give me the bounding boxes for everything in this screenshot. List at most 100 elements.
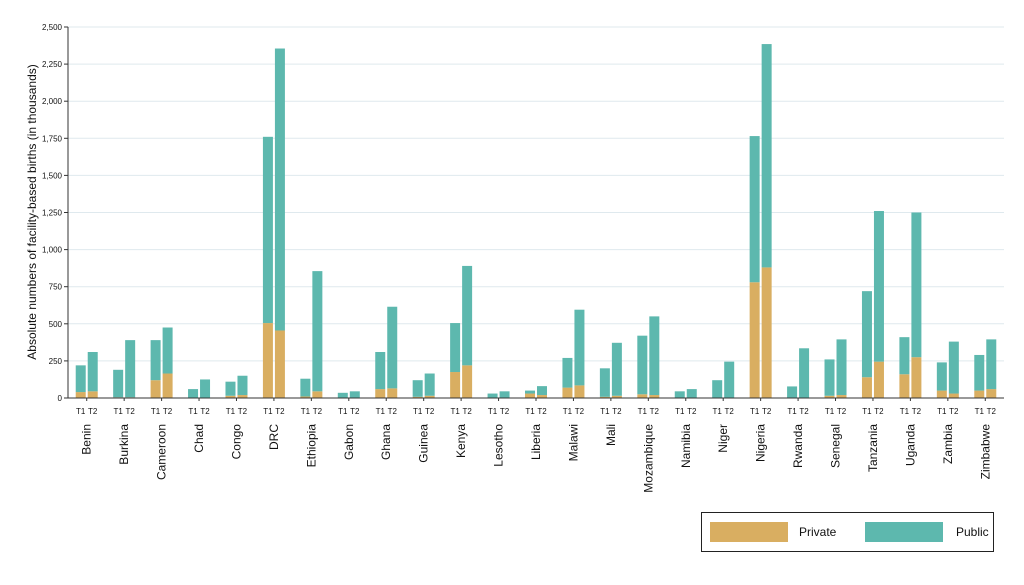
bar-private-ethiopia-t1: [300, 396, 311, 398]
category-label-uganda: Uganda: [903, 424, 917, 466]
y-tick-label: 2,500: [42, 23, 63, 32]
bar-public-gabon-t1: [337, 392, 348, 398]
bar-private-zimbabwe-t1: [974, 390, 985, 398]
period-label: T2: [125, 407, 135, 416]
period-label: T2: [650, 407, 660, 416]
bar-public-senegal-t2: [836, 339, 847, 396]
bar-private-benin-t1: [75, 392, 86, 398]
bar-public-guinea-t1: [412, 380, 423, 397]
category-label-drc: DRC: [267, 424, 281, 450]
bar-private-congo-t1: [225, 395, 236, 398]
period-label: T2: [687, 407, 697, 416]
y-tick-label: 1,250: [42, 209, 63, 218]
category-label-namibia: Namibia: [679, 424, 693, 468]
category-label-rwanda: Rwanda: [791, 424, 805, 468]
category-label-mali: Mali: [604, 424, 618, 446]
bar-public-rwanda-t2: [799, 348, 810, 398]
category-label-tanzania: Tanzania: [866, 424, 880, 472]
period-label: T1: [975, 407, 985, 416]
period-label: T2: [313, 407, 323, 416]
category-label-mozambique: Mozambique: [641, 424, 655, 493]
bar-public-malawi-t1: [562, 357, 573, 388]
y-tick-label: 750: [49, 283, 63, 292]
period-label: T2: [949, 407, 959, 416]
period-label: T1: [525, 407, 535, 416]
bar-public-cameroon-t1: [150, 340, 161, 381]
bar-public-zambia-t2: [948, 341, 959, 394]
bar-private-mozambique-t2: [649, 395, 660, 398]
period-label: T1: [900, 407, 910, 416]
bar-public-niger-t1: [712, 380, 723, 398]
category-label-ethiopia: Ethiopia: [304, 424, 318, 468]
period-label: T2: [350, 407, 360, 416]
bar-private-guinea-t2: [424, 395, 435, 398]
bar-public-liberia-t2: [537, 386, 547, 396]
y-tick-label: 250: [49, 357, 63, 366]
period-label: T1: [713, 407, 723, 416]
period-label: T1: [638, 407, 648, 416]
period-label: T2: [537, 407, 547, 416]
period-label: T1: [450, 407, 460, 416]
axes: [64, 26, 1004, 401]
category-label-cameroon: Cameroon: [155, 424, 169, 480]
bar-private-cameroon-t1: [150, 380, 161, 398]
period-label: T2: [500, 407, 510, 416]
period-label: T2: [725, 407, 735, 416]
bar-private-mozambique-t1: [637, 394, 648, 398]
bar-public-uganda-t1: [899, 337, 910, 375]
category-label-chad: Chad: [192, 424, 206, 453]
legend-label-private: Private: [799, 525, 837, 539]
category-label-burkina: Burkina: [117, 424, 131, 465]
bar-private-zambia-t1: [936, 390, 947, 398]
category-label-ghana: Ghana: [379, 424, 393, 460]
period-label: T1: [825, 407, 835, 416]
category-label-gabon: Gabon: [342, 424, 356, 460]
bar-public-benin-t1: [75, 365, 86, 393]
bar-private-malawi-t1: [562, 387, 573, 398]
bar-public-tanzania-t1: [861, 291, 872, 378]
bar-public-benin-t2: [87, 351, 98, 392]
category-label-liberia: Liberia: [529, 424, 543, 460]
y-tick-label: 2,000: [42, 97, 63, 106]
period-label: T2: [462, 407, 472, 416]
category-label-benin: Benin: [80, 424, 94, 455]
period-label: T1: [862, 407, 872, 416]
bar-private-zambia-t2: [948, 393, 959, 398]
bar-private-ghana-t2: [387, 388, 398, 398]
bar-private-benin-t2: [87, 391, 98, 398]
bar-private-uganda-t2: [911, 357, 922, 398]
category-label-malawi: Malawi: [566, 424, 580, 461]
gridlines: [68, 26, 1004, 362]
bar-private-senegal-t1: [824, 395, 835, 398]
period-label: T2: [163, 407, 173, 416]
category-label-congo: Congo: [229, 424, 243, 460]
period-label: T1: [113, 407, 123, 416]
period-label: T2: [388, 407, 398, 416]
legend-swatch-public: [865, 522, 943, 542]
bar-public-ghana-t1: [375, 351, 386, 390]
bar-public-senegal-t1: [824, 359, 835, 396]
period-label: T1: [263, 407, 273, 416]
bar-public-cameroon-t2: [162, 327, 173, 374]
category-label-nigeria: Nigeria: [754, 424, 768, 462]
bar-private-drc-t1: [262, 323, 273, 398]
period-label: T2: [200, 407, 210, 416]
period-label: T1: [226, 407, 236, 416]
bar-public-namibia-t2: [686, 389, 697, 398]
period-label: T1: [563, 407, 573, 416]
bar-public-ethiopia-t1: [300, 378, 311, 397]
bar-public-congo-t1: [225, 381, 236, 396]
y-axis-label: Absolute numbers of facility-based birth…: [25, 64, 39, 359]
bar-public-gabon-t2: [349, 391, 360, 398]
bar-public-mali-t2: [611, 342, 622, 396]
bar-public-nigeria-t1: [749, 136, 760, 283]
category-label-zimbabwe: Zimbabwe: [978, 424, 992, 480]
legend: Private Public: [701, 512, 994, 552]
period-label: T2: [762, 407, 772, 416]
bar-public-lesotho-t2: [499, 391, 510, 398]
period-label: T2: [275, 407, 285, 416]
bar-public-zambia-t1: [936, 362, 947, 391]
bar-public-guinea-t2: [424, 373, 435, 396]
period-label: T1: [787, 407, 797, 416]
